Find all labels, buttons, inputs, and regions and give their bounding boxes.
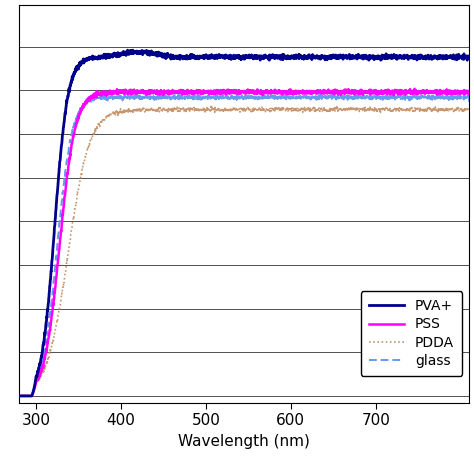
- PVA+: [16, 393, 22, 399]
- PVA+: [374, 55, 380, 60]
- PVA+: [237, 55, 243, 61]
- PDDA: [16, 393, 22, 399]
- X-axis label: Wavelength (nm): Wavelength (nm): [178, 434, 310, 449]
- PVA+: [125, 47, 130, 53]
- PDDA: [367, 103, 373, 109]
- PSS: [374, 91, 380, 97]
- Line: PVA+: PVA+: [19, 50, 474, 396]
- PDDA: [471, 105, 474, 111]
- Line: PDDA: PDDA: [19, 106, 474, 396]
- Legend: PVA+, PSS, PDDA, glass: PVA+, PSS, PDDA, glass: [361, 291, 462, 376]
- glass: [457, 97, 463, 102]
- Line: PSS: PSS: [19, 89, 474, 396]
- PDDA: [457, 107, 463, 113]
- glass: [39, 358, 45, 364]
- PSS: [237, 88, 243, 94]
- PDDA: [237, 109, 243, 115]
- PVA+: [471, 55, 474, 61]
- PSS: [458, 89, 464, 94]
- PDDA: [458, 104, 464, 110]
- PVA+: [457, 55, 463, 60]
- glass: [467, 91, 473, 97]
- PSS: [471, 89, 474, 94]
- PSS: [16, 393, 22, 399]
- PDDA: [39, 370, 45, 375]
- PDDA: [225, 108, 231, 113]
- PVA+: [458, 54, 464, 60]
- glass: [457, 93, 463, 99]
- PSS: [412, 86, 418, 91]
- PVA+: [39, 350, 45, 356]
- glass: [225, 93, 231, 99]
- glass: [374, 95, 380, 100]
- PVA+: [225, 53, 231, 59]
- glass: [237, 95, 243, 100]
- glass: [471, 95, 474, 101]
- PDDA: [374, 109, 380, 114]
- glass: [16, 393, 22, 399]
- Line: glass: glass: [19, 94, 474, 396]
- PSS: [225, 89, 231, 94]
- PSS: [39, 365, 45, 370]
- PSS: [457, 90, 463, 95]
